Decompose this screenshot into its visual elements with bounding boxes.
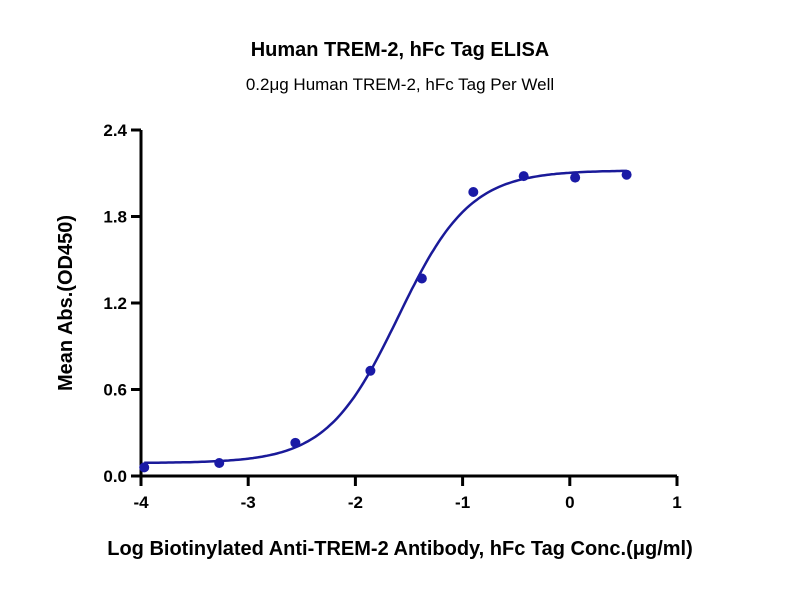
chart-subtitle: 0.2μg Human TREM-2, hFc Tag Per Well (246, 75, 554, 94)
fit-curve (144, 169, 627, 465)
chart-title: Human TREM-2, hFc Tag ELISA (251, 39, 550, 61)
y-tick-label: 2.4 (103, 121, 127, 140)
data-point (416, 273, 427, 284)
x-axis-label: Log Biotinylated Anti-TREM-2 Antibody, h… (107, 538, 693, 560)
x-tick-label: -1 (455, 493, 470, 512)
x-tick-label: -3 (241, 493, 256, 512)
data-point (214, 458, 225, 469)
y-tick-label: 0.0 (103, 467, 127, 486)
data-point (621, 169, 632, 180)
y-tick-label: 1.2 (103, 294, 127, 313)
x-tick-label: -2 (348, 493, 363, 512)
x-tick-label: -4 (133, 493, 149, 512)
data-point (518, 171, 529, 182)
data-point (365, 365, 376, 376)
y-tick-label: 1.8 (103, 208, 127, 227)
data-point (139, 462, 150, 473)
data-point (290, 437, 301, 448)
data-point (468, 186, 479, 197)
x-tick-label: 1 (672, 493, 681, 512)
y-tick-label: 0.6 (103, 381, 127, 400)
x-tick-label: 0 (565, 493, 574, 512)
y-axis-label: Mean Abs.(OD450) (55, 215, 77, 391)
data-point (570, 172, 581, 183)
